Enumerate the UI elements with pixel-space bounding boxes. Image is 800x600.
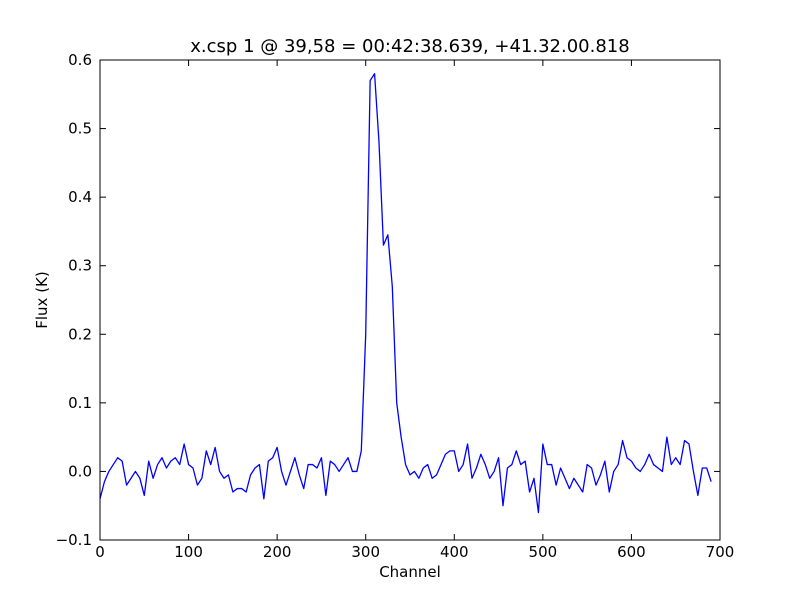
y-tick-label: 0.6: [68, 51, 92, 69]
x-tick-label: 0: [95, 543, 105, 561]
x-tick-label: 100: [174, 543, 203, 561]
x-tick-label: 200: [263, 543, 292, 561]
x-tick-label: 600: [617, 543, 646, 561]
y-tick-label: 0.3: [68, 257, 92, 275]
y-tick-label: 0.2: [68, 325, 92, 343]
y-tick-label: 0.0: [68, 462, 92, 480]
x-tick-label: 500: [529, 543, 558, 561]
line-series: [99, 73, 712, 514]
x-tick-label: 700: [706, 543, 735, 561]
x-axis-label: Channel: [379, 563, 441, 581]
plot-frame: [99, 59, 721, 541]
y-tick-label: 0.1: [68, 394, 92, 412]
x-tick-label: 400: [440, 543, 469, 561]
chart-title: x.csp 1 @ 39,58 = 00:42:38.639, +41.32.0…: [190, 36, 629, 57]
y-tick-label: 0.4: [68, 188, 92, 206]
y-tick-label: −0.1: [56, 531, 92, 549]
y-axis-label: Flux (K): [33, 271, 51, 329]
x-tick-label: 300: [351, 543, 380, 561]
y-tick-label: 0.5: [68, 120, 92, 138]
